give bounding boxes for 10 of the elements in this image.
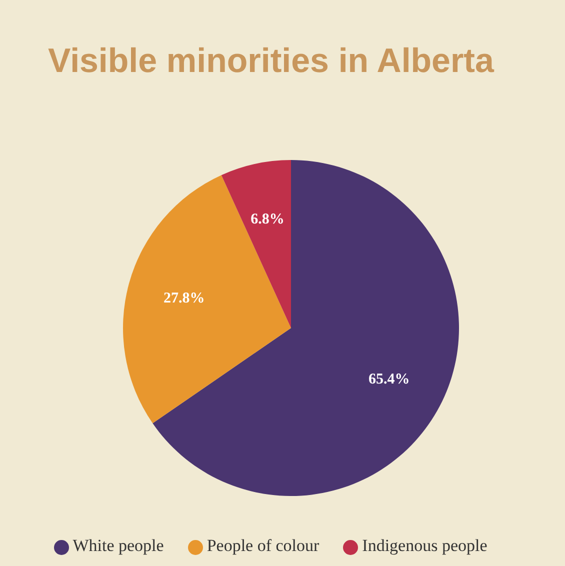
chart-title: Visible minorities in Alberta	[48, 42, 494, 81]
data-label: 65.4%	[368, 372, 410, 388]
pie-slice	[123, 175, 291, 424]
legend-label: Indigenous people	[362, 536, 488, 555]
data-label: 6.8%	[250, 212, 284, 228]
pie-slice	[221, 160, 291, 328]
pie-slice	[152, 160, 459, 496]
data-label: 27.8%	[164, 290, 205, 306]
legend-label: People of colour	[206, 536, 320, 555]
legend-label: White people	[72, 536, 164, 555]
